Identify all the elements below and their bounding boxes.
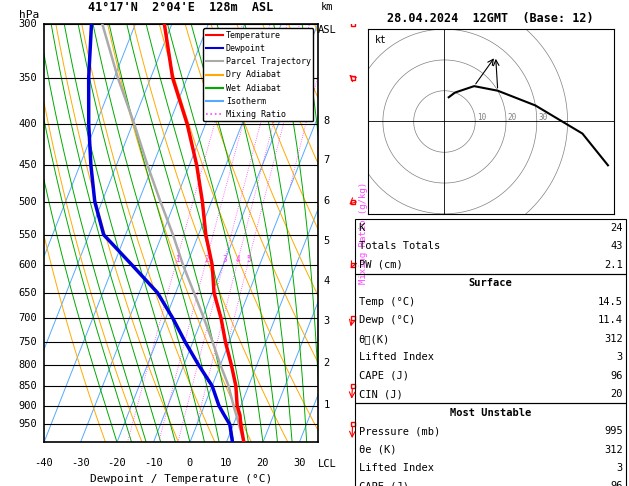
Text: 650: 650: [18, 288, 37, 298]
Text: 30: 30: [538, 113, 548, 122]
Text: 500: 500: [18, 197, 37, 207]
Text: 300: 300: [18, 19, 37, 29]
Text: ASL: ASL: [318, 25, 337, 35]
Text: θe (K): θe (K): [359, 445, 396, 454]
Text: 8: 8: [324, 116, 330, 126]
Text: Dewp (°C): Dewp (°C): [359, 315, 415, 325]
Text: 600: 600: [18, 260, 37, 270]
Text: 995: 995: [604, 426, 623, 436]
Text: 3: 3: [324, 316, 330, 327]
Legend: Temperature, Dewpoint, Parcel Trajectory, Dry Adiabat, Wet Adiabat, Isotherm, Mi: Temperature, Dewpoint, Parcel Trajectory…: [203, 29, 313, 122]
Text: Lifted Index: Lifted Index: [359, 352, 433, 362]
Text: Most Unstable: Most Unstable: [450, 408, 532, 417]
Text: 1: 1: [324, 400, 330, 410]
Text: CAPE (J): CAPE (J): [359, 371, 408, 381]
Text: 43: 43: [610, 242, 623, 251]
Text: CIN (J): CIN (J): [359, 389, 403, 399]
Text: Pressure (mb): Pressure (mb): [359, 426, 440, 436]
Text: 20: 20: [508, 113, 517, 122]
Text: 3: 3: [616, 463, 623, 473]
Text: Mixing Ratio (g/kg): Mixing Ratio (g/kg): [359, 182, 368, 284]
Text: 5: 5: [324, 236, 330, 246]
Text: -10: -10: [144, 458, 163, 468]
Text: 10: 10: [477, 113, 486, 122]
Text: km: km: [321, 2, 333, 12]
Text: 14.5: 14.5: [598, 297, 623, 307]
Text: -30: -30: [71, 458, 90, 468]
Text: 20: 20: [257, 458, 269, 468]
Text: hPa: hPa: [19, 10, 40, 20]
Text: 6: 6: [324, 196, 330, 206]
Text: 400: 400: [18, 119, 37, 129]
Text: 800: 800: [18, 360, 37, 370]
Text: 850: 850: [18, 381, 37, 391]
Text: 11.4: 11.4: [598, 315, 623, 325]
Text: K: K: [359, 223, 365, 233]
Text: 750: 750: [18, 337, 37, 347]
Text: 3: 3: [616, 352, 623, 362]
Text: Lifted Index: Lifted Index: [359, 463, 433, 473]
Text: 30: 30: [293, 458, 306, 468]
Text: Totals Totals: Totals Totals: [359, 242, 440, 251]
Text: 1: 1: [175, 255, 179, 263]
Text: 4: 4: [236, 255, 240, 263]
Text: 28.04.2024  12GMT  (Base: 12): 28.04.2024 12GMT (Base: 12): [387, 12, 594, 25]
Text: LCL: LCL: [318, 459, 337, 469]
Text: 950: 950: [18, 419, 37, 430]
Text: θᴄ(K): θᴄ(K): [359, 334, 390, 344]
Text: -40: -40: [35, 458, 53, 468]
Text: Surface: Surface: [469, 278, 513, 288]
Text: 10: 10: [220, 458, 233, 468]
Text: CAPE (J): CAPE (J): [359, 482, 408, 486]
Text: 350: 350: [18, 73, 37, 83]
Text: 4: 4: [324, 276, 330, 286]
Text: kt: kt: [375, 35, 387, 45]
Text: 24: 24: [610, 223, 623, 233]
Text: 96: 96: [610, 482, 623, 486]
Text: 20: 20: [610, 389, 623, 399]
Text: Temp (°C): Temp (°C): [359, 297, 415, 307]
Text: 312: 312: [604, 445, 623, 454]
Text: 5: 5: [247, 255, 251, 263]
Text: -20: -20: [108, 458, 126, 468]
Text: 3: 3: [223, 255, 227, 263]
Text: 700: 700: [18, 313, 37, 324]
Text: 550: 550: [18, 230, 37, 240]
Text: 2: 2: [324, 358, 330, 367]
Text: PW (cm): PW (cm): [359, 260, 403, 270]
Text: 2: 2: [204, 255, 209, 263]
Text: 7: 7: [324, 156, 330, 165]
Text: 312: 312: [604, 334, 623, 344]
Text: 450: 450: [18, 160, 37, 170]
Text: Dewpoint / Temperature (°C): Dewpoint / Temperature (°C): [90, 473, 272, 484]
Text: 2.1: 2.1: [604, 260, 623, 270]
Text: 0: 0: [187, 458, 193, 468]
Text: 900: 900: [18, 400, 37, 411]
Text: 41°17'N  2°04'E  128m  ASL: 41°17'N 2°04'E 128m ASL: [88, 1, 274, 14]
Text: 96: 96: [610, 371, 623, 381]
